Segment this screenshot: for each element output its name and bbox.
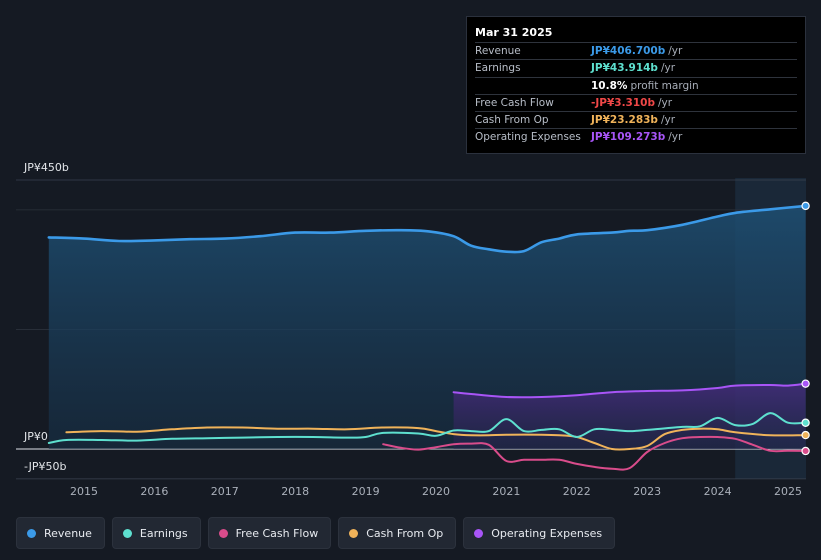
- x-tick-label: 2019: [352, 485, 380, 498]
- legend-item-cash-from-op[interactable]: Cash From Op: [338, 517, 457, 549]
- tooltip-unit: /yr: [658, 96, 673, 109]
- free-cash-flow-end-dot: [801, 446, 810, 456]
- data-tooltip: Mar 31 2025 Revenue JP¥406.700b /yr Earn…: [466, 16, 806, 154]
- operating-expenses-line: [452, 382, 807, 399]
- y-tick-label: JP¥0: [23, 430, 48, 443]
- legend-item-revenue[interactable]: Revenue: [16, 517, 105, 549]
- cash-from-op-end-dot: [801, 430, 810, 440]
- x-tick-label: 2015: [70, 485, 98, 498]
- revenue-line: [47, 204, 807, 254]
- tooltip-row-free-cash-flow: Free Cash Flow -JP¥3.310b /yr: [475, 95, 797, 113]
- legend-item-earnings[interactable]: Earnings: [111, 517, 201, 549]
- tooltip-label: Cash From Op: [475, 114, 549, 127]
- chart-legend: Revenue Earnings Free Cash Flow Cash Fro…: [16, 517, 616, 549]
- operating-expenses-end-dot: [801, 379, 810, 388]
- legend-dot-icon: [27, 528, 36, 538]
- x-tick-label: 2025: [774, 485, 802, 498]
- tooltip-label: Revenue: [475, 45, 521, 57]
- tooltip-row-cash-from-op: Cash From Op JP¥23.283b /yr: [475, 112, 797, 130]
- tooltip-label: Free Cash Flow: [475, 96, 554, 109]
- y-tick-label: -JP¥50b: [24, 460, 66, 473]
- x-tick-label: 2020: [422, 485, 450, 498]
- tooltip-label: [475, 78, 591, 94]
- tooltip-row-earnings: Earnings JP¥43.914b /yr: [475, 60, 797, 78]
- x-tick-label: 2021: [492, 485, 520, 498]
- tooltip-value: 10.8%: [591, 79, 628, 92]
- tooltip-unit: /yr: [660, 114, 676, 127]
- x-tick-label: 2018: [281, 485, 309, 498]
- legend-dot-icon: [349, 528, 359, 538]
- x-tick-label: 2017: [211, 485, 239, 498]
- x-tick-label: 2022: [563, 485, 591, 498]
- chart: JP¥450b JP¥0 -JP¥50b 2015 2016 2017 2018…: [16, 161, 810, 498]
- tooltip-row-operating-expenses: Operating Expenses JP¥109.273b /yr: [475, 129, 797, 146]
- tooltip-value: JP¥23.283b: [591, 114, 658, 127]
- tooltip-value: JP¥406.700b: [591, 45, 666, 57]
- revenue-area: [48, 205, 806, 449]
- tooltip-label: Operating Expenses: [475, 131, 581, 144]
- legend-dot-icon: [122, 528, 132, 538]
- x-tick-label: 2024: [704, 485, 732, 498]
- tooltip-unit: /yr: [668, 131, 683, 144]
- operating-expenses-area: [453, 383, 806, 449]
- legend-item-free-cash-flow[interactable]: Free Cash Flow: [207, 517, 332, 549]
- cash-from-op-line: [65, 426, 807, 451]
- tooltip-value: -JP¥3.310b: [591, 96, 655, 109]
- x-tick-label: 2016: [140, 485, 168, 498]
- legend-label: Cash From Op: [366, 526, 444, 540]
- earnings-line: [47, 412, 807, 444]
- tooltip-row-profit-margin: 10.8% profit margin: [475, 78, 797, 95]
- tooltip-unit: /yr: [668, 45, 683, 57]
- legend-dot-icon: [218, 528, 228, 538]
- earnings-end-dot: [801, 418, 810, 427]
- legend-label: Revenue: [44, 526, 92, 540]
- tooltip-value: JP¥43.914b: [591, 62, 658, 75]
- revenue-end-dot: [801, 201, 810, 211]
- tooltip-label: Earnings: [475, 62, 521, 75]
- tooltip-row-revenue: Revenue JP¥406.700b /yr: [475, 43, 797, 61]
- tooltip-date: Mar 31 2025: [475, 24, 797, 43]
- legend-label: Free Cash Flow: [235, 526, 319, 540]
- legend-dot-icon: [474, 528, 484, 538]
- free-cash-flow-line: [382, 435, 807, 471]
- legend-item-operating-expenses[interactable]: Operating Expenses: [463, 517, 616, 549]
- tooltip-value: JP¥109.273b: [591, 131, 666, 144]
- tooltip-unit: /yr: [660, 62, 676, 75]
- tooltip-unit: profit margin: [630, 79, 699, 92]
- legend-label: Earnings: [139, 526, 188, 540]
- y-tick-label: JP¥450b: [23, 161, 69, 174]
- x-tick-label: 2023: [633, 485, 661, 498]
- legend-label: Operating Expenses: [491, 526, 603, 540]
